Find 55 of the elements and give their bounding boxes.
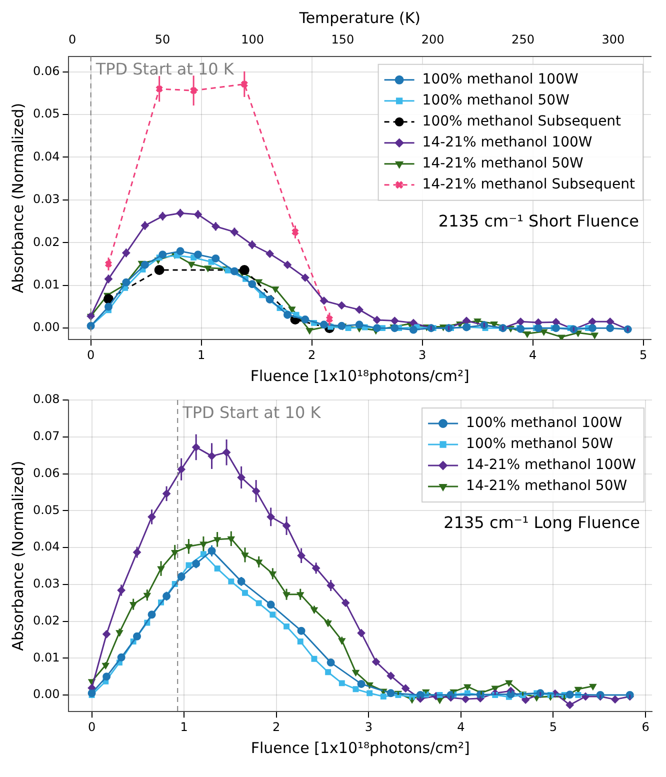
x-tick-label: 3 (418, 348, 426, 362)
legend-label: 14-21% methanol 50W (422, 156, 584, 172)
x2-tick-label: 100 (241, 32, 264, 46)
y-tick-label: 0.00 (33, 320, 60, 334)
y-tick-label: 0.02 (33, 234, 60, 249)
x-tick-label: 5 (549, 720, 558, 734)
legend-label: 100% methanol 100W (422, 72, 578, 88)
x-tick-label: 2 (308, 348, 316, 362)
y-tick-label: 0.03 (33, 192, 60, 206)
y-tick-label: 0.06 (33, 466, 60, 480)
x-tick-label: 2 (272, 720, 280, 734)
y-tick-label: 0.00 (33, 687, 60, 702)
x-axis-title: Fluence [1x10¹⁸photons/cm²] (250, 366, 470, 385)
x-tick-label: 3 (364, 720, 372, 734)
annotation: 2135 cm⁻¹ Short Fluence (438, 212, 639, 231)
legend-label: 100% methanol 50W (422, 92, 570, 109)
y-axis-title: Absorbance (Normalized) (8, 102, 27, 294)
legend-label: 14-21% methanol 50W (466, 478, 628, 494)
y-tick-label: 0.01 (33, 277, 60, 292)
legend-label: 100% methanol 100W (466, 415, 622, 432)
legend-label: 100% methanol 50W (466, 436, 614, 452)
y-axis-title: Absorbance (Normalized) (8, 460, 27, 651)
y-tick-label: 0.02 (33, 613, 60, 628)
x2-tick-label: 50 (154, 32, 170, 46)
x-tick-label: 5 (639, 348, 648, 362)
y-tick-label: 0.07 (33, 429, 60, 443)
x2-tick-label: 0 (68, 32, 76, 46)
x2-tick-label: 200 (421, 32, 444, 46)
y-tick-label: 0.06 (33, 64, 60, 78)
y-tick-label: 0.08 (33, 392, 60, 406)
x-tick-label: 0 (86, 348, 95, 362)
legend-label: 14-21% methanol 100W (466, 457, 636, 474)
legend-label: 14-21% methanol 100W (422, 134, 592, 151)
legend-label: 14-21% methanol Subsequent (422, 176, 636, 193)
x-tick-label: 4 (457, 720, 465, 734)
x-tick-label: 1 (180, 720, 188, 734)
ref-line-label: TPD Start at 10 K (94, 60, 234, 79)
x2-tick-label: 150 (331, 32, 354, 46)
y-tick-label: 0.05 (33, 106, 60, 121)
x-tick-label: 6 (642, 720, 650, 734)
y-tick-label: 0.04 (33, 149, 60, 164)
annotation: 2135 cm⁻¹ Long Fluence (444, 513, 640, 532)
y-tick-label: 0.05 (33, 502, 60, 517)
y-tick-label: 0.04 (33, 540, 60, 554)
x-tick-label: 0 (88, 720, 96, 734)
ref-line-label: TPD Start at 10 K (182, 403, 322, 422)
x2-tick-label: 250 (512, 32, 534, 46)
y-tick-label: 0.01 (33, 650, 60, 664)
x2-axis-title: Temperature (K) (298, 8, 421, 27)
y-tick-label: 0.03 (33, 576, 60, 591)
legend-label: 100% methanol Subsequent (422, 114, 622, 130)
x-axis-title: Fluence [1x10¹⁸photons/cm²] (250, 738, 470, 757)
x2-tick-label: 300 (602, 32, 625, 46)
x-tick-label: 4 (528, 348, 537, 362)
x-tick-label: 1 (197, 348, 206, 362)
